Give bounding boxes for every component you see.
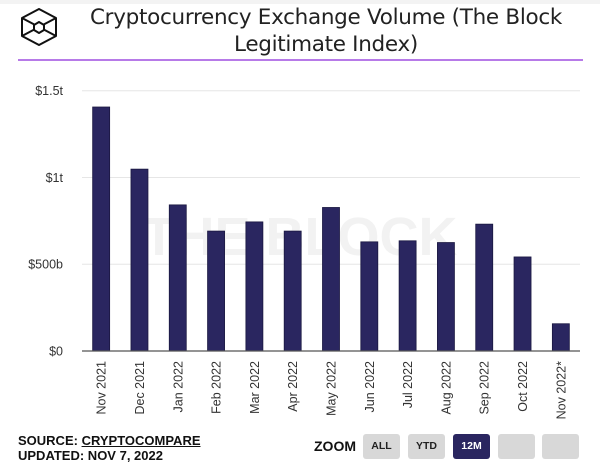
chart-title: Cryptocurrency Exchange Volume (The Bloc… [66,4,586,58]
the-block-logo-icon [21,8,57,46]
x-tick-label: Nov 2022* [554,361,568,420]
x-tick-label: Mar 2022 [248,361,262,414]
bar[interactable] [513,256,532,352]
x-tick-label: Aug 2022 [439,361,453,415]
x-tick-label: Feb 2022 [210,361,224,414]
x-tick-label: Jan 2022 [171,361,185,412]
x-tick-label: Dec 2021 [133,361,147,415]
source-link[interactable]: CRYPTOCOMPARE [81,433,201,448]
source-info: SOURCE: CRYPTOCOMPARE UPDATED: NOV 7, 20… [18,433,201,463]
x-tick-label: Nov 2021 [95,361,109,415]
zoom-label: ZOOM [314,438,356,454]
bar-chart: THE BLOCK $0$500b$1t$1.5t Nov 2021 Dec 20… [28,84,580,420]
bar[interactable] [322,207,340,352]
zoom-all-button[interactable]: ALL [363,434,400,459]
bar[interactable] [437,242,455,352]
bar[interactable] [283,230,302,352]
y-tick-label: $500b [28,258,63,272]
chart-title-line1: Cryptocurrency Exchange Volume (The Bloc… [89,5,563,30]
x-tick-label: Jul 2022 [401,361,415,408]
title-divider [18,59,583,61]
bar[interactable] [551,323,570,352]
bar[interactable] [207,230,225,352]
bar[interactable] [398,240,417,352]
x-tick-label: May 2022 [325,361,339,416]
zoom-blank-button-1[interactable] [498,434,535,459]
zoom-ytd-button[interactable]: YTD [408,434,445,459]
chart-title-line2: Legitimate Index) [234,32,418,57]
source-label: SOURCE: [18,433,82,448]
zoom-12m-button[interactable]: 12M [453,434,490,459]
bar[interactable] [360,241,379,352]
bar[interactable] [245,221,264,352]
bar[interactable] [130,168,149,352]
bar[interactable] [92,106,111,352]
bar[interactable] [475,223,494,352]
x-tick-label: Sep 2022 [478,361,492,415]
y-tick-label: $1t [46,171,64,185]
bar[interactable] [168,204,187,352]
top-bar [0,0,600,4]
x-tick-label: Oct 2022 [516,361,530,412]
x-tick-label: Apr 2022 [286,361,300,412]
y-tick-label: $1.5t [35,84,63,98]
y-tick-label: $0 [49,345,63,359]
updated-date: UPDATED: NOV 7, 2022 [18,448,163,463]
x-tick-label: Jun 2022 [363,361,377,412]
zoom-blank-button-2[interactable] [542,434,579,459]
